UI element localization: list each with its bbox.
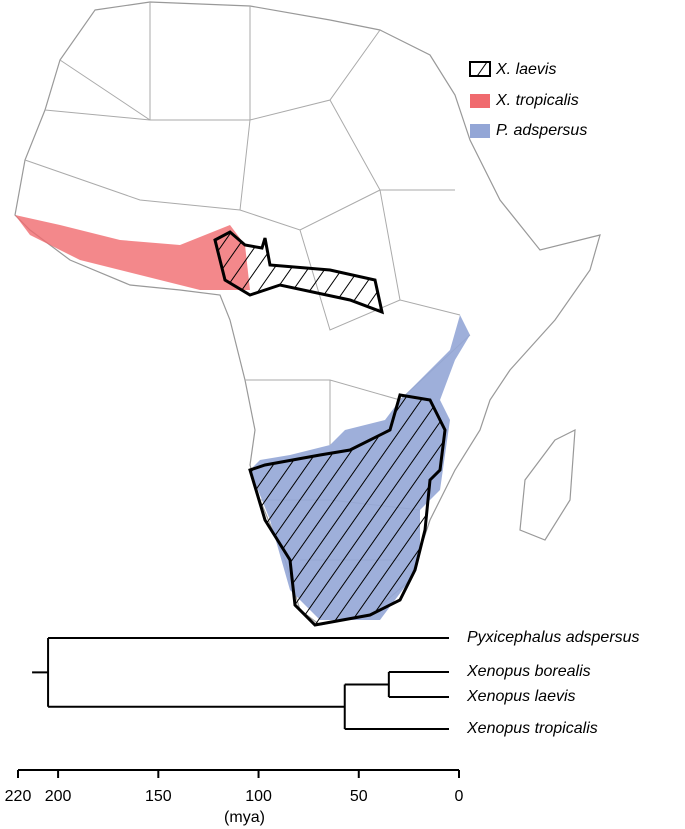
- tick-label: 220: [5, 788, 32, 805]
- leaf-label: Xenopus borealis: [466, 663, 591, 680]
- tick-label: 0: [455, 788, 464, 805]
- tick-label: 100: [245, 788, 272, 805]
- legend-swatch: [469, 61, 491, 77]
- tick-label: 150: [145, 788, 172, 805]
- phylogeny: 220 200 150 100 50 0 (mya) Pyxicephalus adspers…: [5, 629, 640, 826]
- tick-label: 200: [45, 788, 72, 805]
- leaf-label: Xenopus laevis: [466, 688, 576, 705]
- legend-swatch: [470, 124, 490, 138]
- madagascar: [519, 428, 576, 541]
- map: [14, 1, 601, 627]
- tick-label: 50: [350, 788, 368, 805]
- legend-label: X. laevis: [495, 61, 556, 78]
- leaf-label: Xenopus tropicalis: [466, 720, 598, 737]
- legend-label: X. tropicalis: [495, 92, 579, 109]
- legend-swatch: [470, 94, 490, 108]
- leaf-label: Pyxicephalus adspersus: [467, 629, 640, 646]
- x-laevis-range: [248, 393, 447, 627]
- x-laevis-range: [213, 230, 385, 315]
- x-tropicalis-range: [15, 215, 250, 290]
- legend-label: P. adspersus: [496, 122, 587, 139]
- legend: X. laevis X. tropicalis P. adspersus: [469, 61, 587, 139]
- axis-label: (mya): [224, 809, 265, 826]
